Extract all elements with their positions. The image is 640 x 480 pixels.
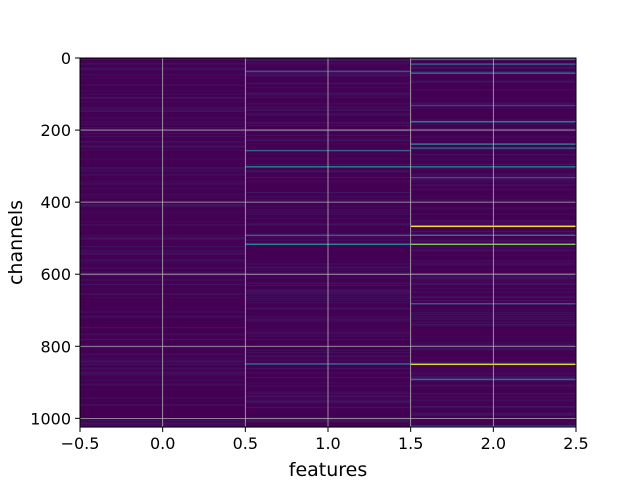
x-tick-label: 1.0 [315, 434, 340, 453]
x-axis-label: features [289, 459, 368, 480]
x-tick-label: 0.0 [150, 434, 175, 453]
x-tick-label: 2.5 [563, 434, 588, 453]
y-tick-label: 800 [40, 337, 71, 356]
x-axis: −0.5 0.0 0.5 1.0 1.5 2.0 2.5 [61, 427, 589, 453]
y-axis: 0 200 400 600 800 1000 [30, 49, 80, 428]
x-tick-label: 2.0 [481, 434, 506, 453]
x-tick-label: −0.5 [61, 434, 100, 453]
y-tick-label: 0 [61, 49, 71, 68]
x-tick-label: 0.5 [233, 434, 258, 453]
x-tick-label: 1.5 [398, 434, 423, 453]
y-tick-label: 400 [40, 193, 71, 212]
y-axis-label: channels [5, 200, 27, 285]
y-tick-label: 1000 [30, 409, 71, 428]
y-tick-label: 600 [40, 265, 71, 284]
y-tick-label: 200 [40, 121, 71, 140]
